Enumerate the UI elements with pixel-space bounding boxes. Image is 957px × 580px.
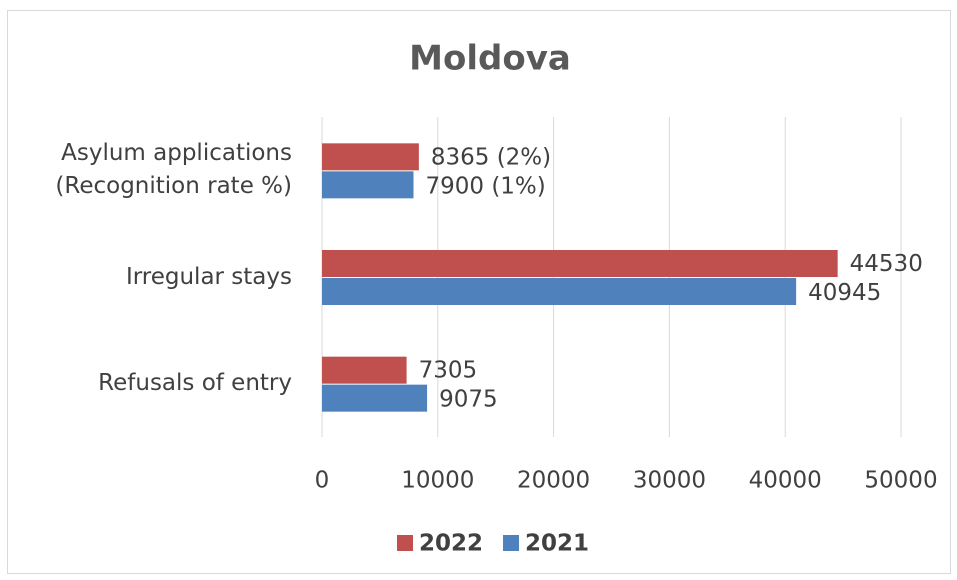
x-tick-label: 50000 [864,468,937,494]
legend-swatch [397,535,413,551]
legend-swatch [503,535,520,551]
bar [322,384,428,412]
legend-label: 2021 [525,531,589,557]
data-label: 9075 [439,387,498,413]
x-tick-label: 30000 [633,468,706,494]
x-tick-label: 10000 [401,468,474,494]
y-tick-label: Irregular stays [125,263,292,290]
bar [322,278,797,305]
legend-label: 2022 [419,531,483,557]
bar [322,356,407,384]
x-tick-label: 20000 [517,468,590,494]
bar [322,250,838,277]
y-tick-label: Asylum applications (Recognition rate %) [55,140,292,200]
bar [322,171,414,199]
data-label: 8365 (2%) [431,144,551,170]
bar [322,143,419,171]
chart-title: Moldova [409,39,571,79]
data-label: 40945 [808,280,881,306]
data-label: 7305 [419,358,478,384]
data-label: 7900 (1%) [425,173,545,199]
x-tick-label: 40000 [749,468,822,494]
y-tick-label: Refusals of entry [98,370,292,397]
x-tick-label: 0 [315,468,330,494]
data-label: 44530 [850,251,923,277]
